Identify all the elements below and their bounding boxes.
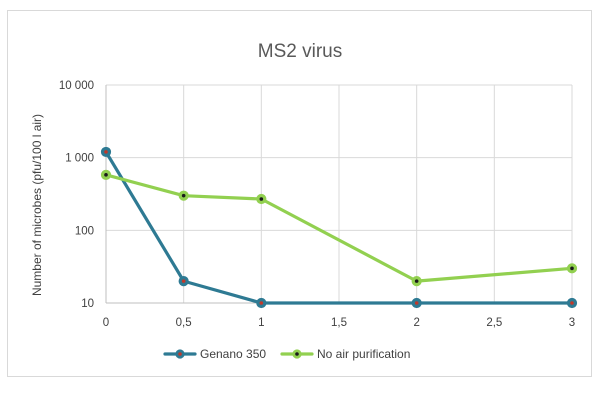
- legend-label-0: Genano 350: [200, 347, 266, 361]
- x-tick-label-0: 0: [103, 317, 109, 329]
- series-layer: [100, 146, 578, 309]
- chart-title: MS2 virus: [258, 41, 342, 62]
- data-point-center-0-1: [181, 279, 186, 283]
- y-tick-label-0: 10: [81, 298, 94, 310]
- data-point-center-1-0: [104, 173, 108, 177]
- x-tick-label-3: 1,5: [331, 317, 347, 329]
- data-point-center-0-3: [414, 301, 419, 305]
- data-point-center-1-3: [414, 279, 419, 283]
- x-tick-label-4: 2: [413, 317, 419, 329]
- data-point-center-1-2: [259, 197, 264, 201]
- x-tick-label-6: 3: [569, 317, 575, 329]
- data-point-center-1-4: [570, 266, 574, 271]
- data-point-center-0-2: [259, 301, 264, 305]
- x-tick-label-1: 0,5: [176, 317, 192, 329]
- y-tick-label-3: 10 000: [59, 80, 94, 92]
- tick-labels: 10 100 1 000 10 000 0 0,5 1 1,5 2 2,5 3: [59, 80, 575, 329]
- data-point-center-0-4: [570, 301, 574, 305]
- grid-lines: [106, 84, 573, 303]
- x-tick-label-5: 2,5: [486, 317, 502, 329]
- y-tick-label-2: 1 000: [65, 153, 94, 165]
- x-tick-label-2: 1: [258, 317, 264, 329]
- y-axis-label: Number of microbes (pfu/100 l air): [30, 114, 44, 296]
- legend-marker-center-1: [295, 352, 299, 356]
- data-point-center-1-1: [181, 193, 186, 198]
- legend: Genano 350 No air purification: [163, 347, 410, 361]
- legend-marker-center-0: [178, 352, 182, 356]
- data-point-center-0-0: [104, 150, 108, 154]
- y-tick-label-1: 100: [75, 225, 94, 237]
- legend-label-1: No air purification: [317, 347, 410, 361]
